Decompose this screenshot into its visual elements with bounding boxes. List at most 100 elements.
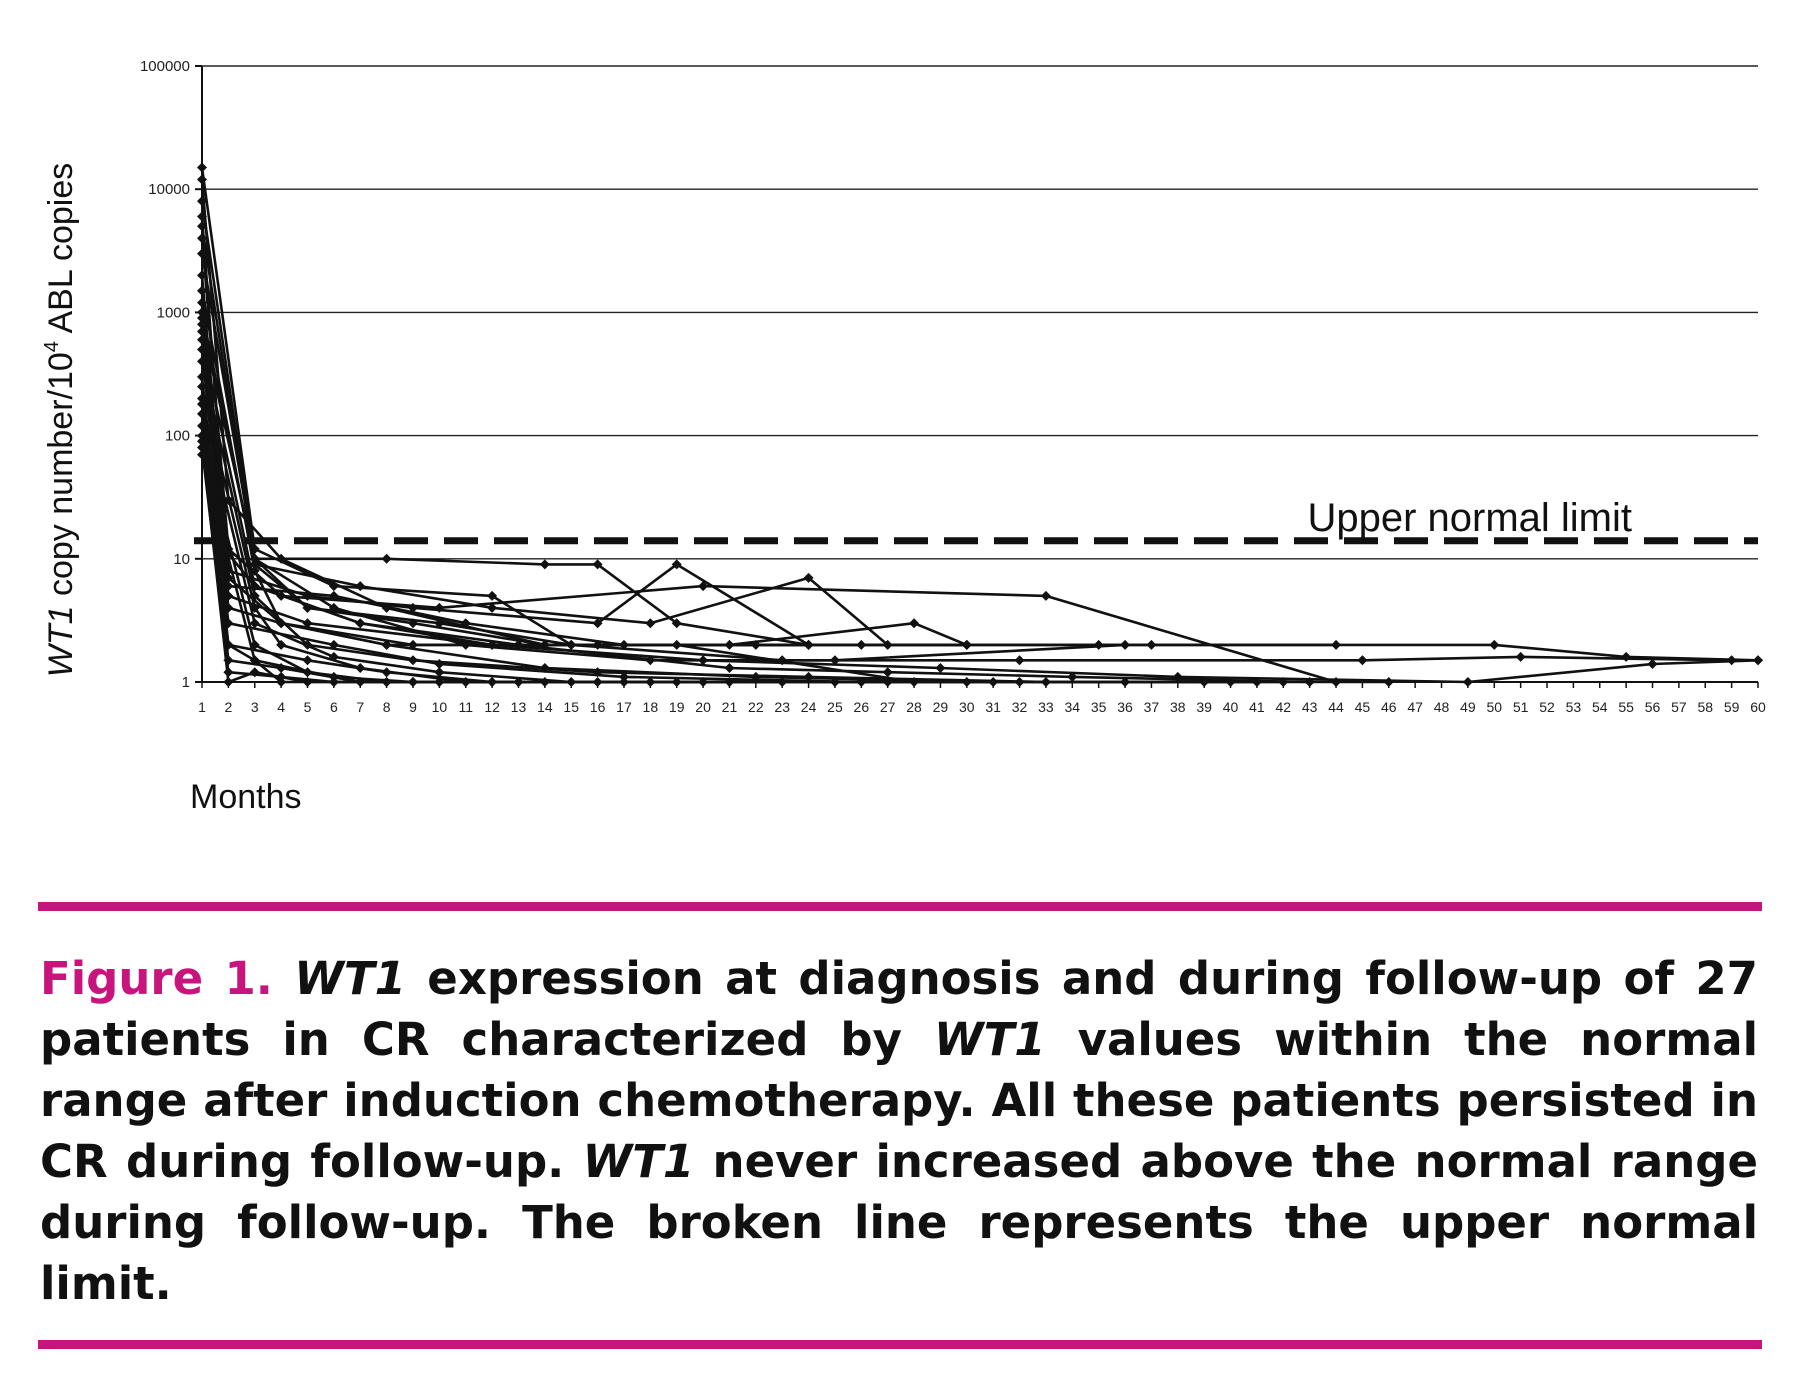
data-point bbox=[618, 671, 629, 682]
x-tick-label-17: 17 bbox=[616, 699, 632, 715]
x-tick-label-42: 42 bbox=[1275, 699, 1291, 715]
x-tick-label-55: 55 bbox=[1618, 699, 1634, 715]
x-tick-label-45: 45 bbox=[1355, 699, 1371, 715]
data-point bbox=[302, 618, 313, 629]
x-tick-label-38: 38 bbox=[1170, 699, 1186, 715]
data-point bbox=[276, 662, 287, 673]
data-point bbox=[803, 572, 814, 583]
data-point bbox=[302, 655, 313, 666]
x-tick-label-36: 36 bbox=[1117, 699, 1133, 715]
data-point bbox=[592, 559, 603, 570]
data-point bbox=[249, 553, 260, 564]
data-point bbox=[645, 618, 656, 629]
data-point bbox=[381, 553, 392, 564]
series-line bbox=[200, 413, 651, 684]
x-tick-label-44: 44 bbox=[1328, 699, 1344, 715]
series-5 bbox=[197, 221, 972, 650]
wt1-line-chart: Upper normal limit 1 10 100 1000 10000 100000… bbox=[41, 58, 1766, 816]
series-4 bbox=[197, 211, 814, 650]
axes bbox=[201, 66, 1758, 683]
data-point bbox=[1357, 655, 1368, 666]
series-layer bbox=[197, 162, 1763, 687]
data-point bbox=[328, 639, 339, 650]
data-point bbox=[249, 618, 260, 629]
series-8 bbox=[197, 270, 972, 650]
series-6 bbox=[197, 233, 1342, 687]
y-tick-label-10: 10 bbox=[173, 551, 190, 568]
y-axis-title-end: ABL copies bbox=[42, 163, 80, 341]
x-tick-label-24: 24 bbox=[801, 699, 817, 715]
x-tick-label-52: 52 bbox=[1539, 699, 1555, 715]
x-tick-label-2: 2 bbox=[224, 699, 232, 715]
data-point bbox=[882, 667, 893, 678]
data-point bbox=[249, 559, 260, 570]
y-tick-label-1: 1 bbox=[182, 674, 190, 691]
figure-caption: Figure 1. WT1 expression at diagnosis an… bbox=[40, 948, 1758, 1314]
x-tick-label-40: 40 bbox=[1223, 699, 1239, 715]
x-tick-label-28: 28 bbox=[906, 699, 922, 715]
series-line bbox=[200, 302, 1336, 647]
series-2 bbox=[197, 162, 814, 650]
caption-bottom-rule bbox=[38, 1340, 1762, 1349]
x-tick-label-49: 49 bbox=[1460, 699, 1476, 715]
x-tick-label-37: 37 bbox=[1144, 699, 1160, 715]
x-tick-label-27: 27 bbox=[880, 699, 896, 715]
data-point bbox=[803, 671, 814, 682]
x-tick-label-5: 5 bbox=[304, 699, 312, 715]
y-axis-title-sup: 4 bbox=[41, 341, 63, 352]
data-point bbox=[328, 581, 339, 592]
x-tick-label-19: 19 bbox=[669, 699, 685, 715]
x-tick-label-20: 20 bbox=[695, 699, 711, 715]
data-point bbox=[671, 559, 682, 570]
caption-text-1: expression at diagnosis and during follo… bbox=[40, 952, 1758, 1066]
x-tick-label-1: 1 bbox=[198, 699, 206, 715]
data-point bbox=[1040, 590, 1051, 601]
caption-gene-2: WT1 bbox=[933, 1013, 1046, 1066]
x-tick-label-59: 59 bbox=[1724, 699, 1740, 715]
data-point bbox=[1067, 671, 1078, 682]
x-tick-label-47: 47 bbox=[1407, 699, 1423, 715]
series-15 bbox=[197, 334, 1315, 687]
x-tick-label-60: 60 bbox=[1750, 699, 1766, 715]
caption-text-2: values within the normal range after ind… bbox=[40, 1013, 1759, 1188]
x-tick-label-15: 15 bbox=[563, 699, 579, 715]
series-10 bbox=[197, 297, 1342, 650]
x-tick-label-22: 22 bbox=[748, 699, 764, 715]
series-line bbox=[200, 253, 968, 647]
x-tick-label-4: 4 bbox=[277, 699, 285, 715]
x-tick-label-9: 9 bbox=[409, 699, 417, 715]
y-axis-title-unit: copy number/10 bbox=[42, 352, 80, 605]
x-tick-label-43: 43 bbox=[1302, 699, 1318, 715]
data-point bbox=[539, 559, 550, 570]
data-point bbox=[276, 618, 287, 629]
data-point bbox=[460, 618, 471, 629]
x-tick-label-12: 12 bbox=[484, 699, 500, 715]
series-line bbox=[200, 226, 967, 647]
x-tick-label-46: 46 bbox=[1381, 699, 1397, 715]
data-point bbox=[328, 651, 339, 662]
data-point bbox=[829, 655, 840, 666]
data-point bbox=[487, 602, 498, 613]
x-tick-label-56: 56 bbox=[1645, 699, 1661, 715]
data-point bbox=[1489, 639, 1500, 650]
series-line bbox=[200, 200, 809, 647]
x-tick-label-21: 21 bbox=[722, 699, 738, 715]
x-tick-label-54: 54 bbox=[1592, 699, 1608, 715]
data-point bbox=[566, 639, 577, 650]
data-point bbox=[1621, 651, 1632, 662]
data-point bbox=[434, 658, 445, 669]
x-tick-label-57: 57 bbox=[1671, 699, 1687, 715]
caption-gene-3: WT1 bbox=[582, 1135, 695, 1188]
series-11 bbox=[197, 307, 1763, 666]
data-point bbox=[434, 667, 445, 678]
x-tick-label-31: 31 bbox=[985, 699, 1001, 715]
data-point bbox=[935, 662, 946, 673]
caption-text-3: never increased above the normal range d… bbox=[40, 1135, 1758, 1310]
series-19 bbox=[197, 381, 1210, 687]
data-point bbox=[381, 639, 392, 650]
y-tick-label-100000: 100000 bbox=[140, 58, 190, 75]
data-point bbox=[487, 590, 498, 601]
caption-gene: WT1 bbox=[294, 952, 406, 1005]
y-tick-labels: 1 10 100 1000 10000 100000 bbox=[140, 58, 202, 691]
series-line bbox=[200, 324, 1126, 662]
